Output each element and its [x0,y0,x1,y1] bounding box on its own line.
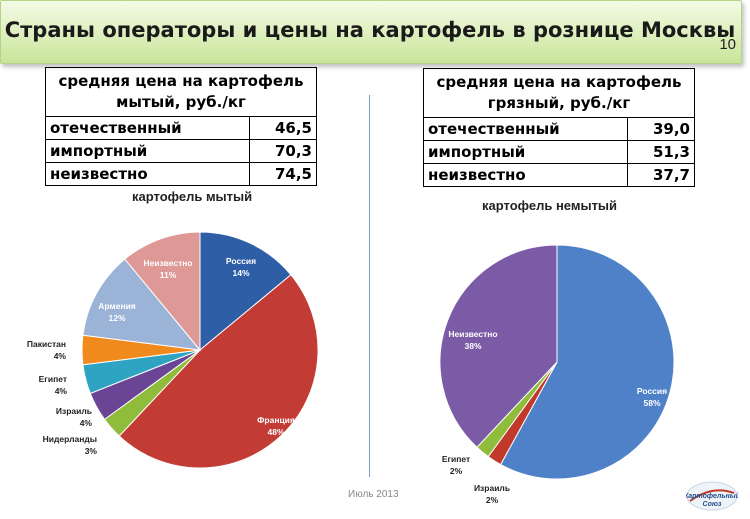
pie-slice [124,231,201,352]
slice-name-label: Нидерланды [43,434,97,444]
row-value: 46,5 [249,116,317,140]
slice-name-label: Россия [637,386,667,396]
slice-name-label: Неизвестно [143,258,192,268]
logo-text-2: Союз [703,501,722,508]
price-table-header: средняя цена на картофель мытый, руб./кг [45,67,317,117]
table-row: неизвестно 74,5 [44,162,317,186]
slide-title: Страны операторы и цены на картофель в р… [4,18,736,42]
row-value: 70,3 [249,139,317,163]
slice-name-label: Израиль [56,406,92,416]
logo-text-1: Картофельный [686,492,738,500]
pie-slice [439,244,558,448]
slice-percent-label: 38% [464,341,481,351]
chart-title-washed: картофель мытый [132,189,253,204]
pie-chart-unwashed: Россия 58% Израиль 2% Египет 2% Неизвестно 38% [439,244,675,505]
price-table-header: средняя цена на картофель грязный, руб./к… [423,68,695,118]
price-table-washed: средняя цена на картофель мытый, руб./кг … [44,67,317,186]
pie-slice [118,274,319,469]
pie-chart-washed: Россия 14% Франция 48% Нидерланды 3% Израиль 4%… [27,231,319,469]
chart-title-unwashed: картофель немытый [482,198,618,213]
pie-slice [199,231,292,352]
pie-slice [499,244,675,480]
title-banner [0,0,742,64]
slice-percent-label: 3% [85,446,98,456]
slice-name-label: Израиль [474,483,510,493]
slice-percent-label: 11% [160,270,177,280]
page-number: 10 [719,36,736,53]
row-label: неизвестно [44,162,251,186]
slice-name-label: Египет [39,374,67,384]
pie-slice [82,258,202,351]
slice-percent-label: 12% [108,313,125,323]
row-value: 37,7 [627,163,695,187]
slice-percent-label: 58% [643,398,660,408]
slice-name-label: Египет [442,454,470,464]
slice-percent-label: 4% [55,386,68,396]
slice-percent-label: 48% [267,427,284,437]
row-value: 51,3 [627,140,695,164]
date-label: Июль 2013 [348,489,399,500]
slice-name-label: Армения [98,301,136,311]
slice-percent-label: 2% [486,495,499,505]
slice-percent-label: 4% [54,351,67,361]
potato-union-logo: Картофельный Союз [686,481,738,511]
row-value: 74,5 [249,162,317,186]
slice-name-label: Франция [257,415,295,425]
table-row: неизвестно 37,7 [422,163,695,187]
slice-percent-label: 4% [80,418,93,428]
row-value: 39,0 [627,117,695,141]
table-row: импортный 51,3 [422,140,695,164]
divider-line [369,95,370,477]
slice-name-label: Неизвестно [448,329,497,339]
price-table-unwashed: средняя цена на картофель грязный, руб./к… [422,68,695,187]
row-label: неизвестно [422,163,629,187]
slice-percent-label: 2% [450,466,463,476]
row-label: импортный [422,140,629,164]
slice-name-label: Россия [226,256,256,266]
slice-name-label: Пакистан [27,339,66,349]
slice-percent-label: 14% [232,268,249,278]
